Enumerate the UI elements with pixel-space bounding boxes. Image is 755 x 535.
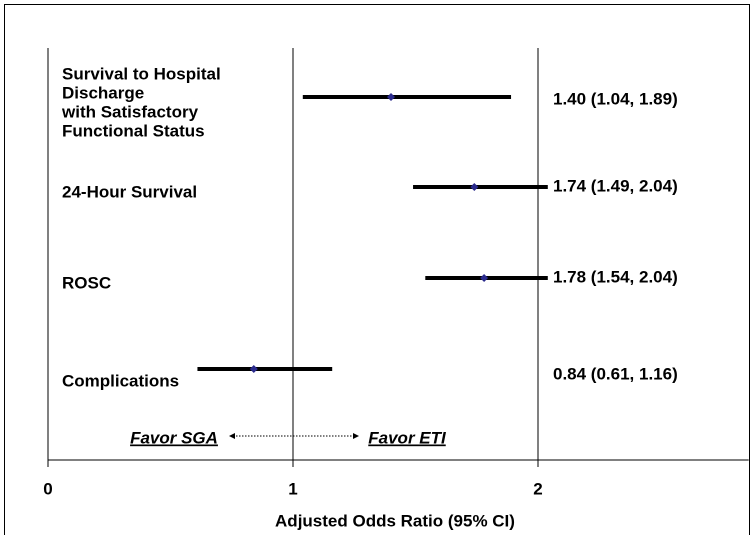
arrow-head bbox=[229, 433, 235, 439]
annotation: Favor ETI bbox=[368, 428, 447, 447]
row-label: ROSC bbox=[62, 273, 111, 292]
point-estimate bbox=[249, 365, 258, 373]
arrow-head bbox=[353, 433, 359, 439]
point-estimate bbox=[387, 93, 395, 101]
x-axis-label: Adjusted Odds Ratio (95% CI) bbox=[275, 511, 515, 530]
row-label: with Satisfactory bbox=[61, 102, 199, 121]
value-label: 1.74 (1.49, 2.04) bbox=[553, 176, 678, 195]
row-label: 24-Hour Survival bbox=[62, 182, 197, 201]
row-label: Survival to Hospital bbox=[62, 64, 221, 83]
annotation: Favor SGA bbox=[130, 428, 218, 447]
x-tick-label: 1 bbox=[288, 479, 297, 498]
value-label: 1.78 (1.54, 2.04) bbox=[553, 267, 678, 286]
value-label: 0.84 (0.61, 1.16) bbox=[553, 364, 678, 383]
point-estimate bbox=[470, 183, 479, 191]
value-label: 1.40 (1.04, 1.89) bbox=[553, 89, 678, 108]
x-tick-label: 0 bbox=[43, 479, 52, 498]
point-estimate bbox=[480, 274, 489, 282]
row-label: Functional Status bbox=[62, 121, 205, 140]
x-tick-label: 2 bbox=[533, 479, 542, 498]
frame bbox=[4, 4, 750, 535]
row-label: Discharge bbox=[62, 83, 144, 102]
row-label: Complications bbox=[62, 371, 179, 390]
